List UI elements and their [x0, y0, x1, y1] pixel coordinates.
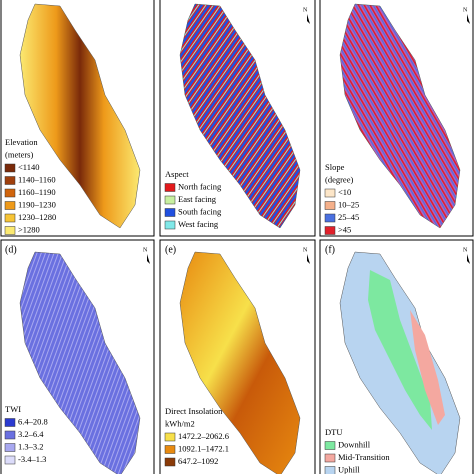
panel-label: (f) — [325, 244, 335, 255]
legend-swatch — [164, 208, 176, 217]
legend-swatch — [164, 183, 176, 192]
legend-swatch — [4, 163, 16, 173]
maps — [19, 3, 461, 474]
legend-label: 1230–1280 — [18, 212, 56, 222]
north-arrow — [147, 254, 150, 264]
map — [179, 3, 301, 229]
legend-title: Slope — [325, 162, 345, 172]
legend-label: 1.3–3.2 — [18, 441, 44, 451]
legend-swatch — [4, 430, 16, 440]
legend-label: <1140 — [18, 162, 39, 172]
legend-title: kWh/m2 — [165, 418, 195, 428]
legend-swatch — [4, 188, 16, 198]
legend-label: Mid-Transition — [338, 452, 390, 462]
legend-label: <10 — [338, 187, 351, 197]
legend-label: 1190–1230 — [18, 199, 56, 209]
legend-swatch — [164, 220, 176, 230]
legend-label: -3.4–1.3 — [18, 454, 46, 464]
legend-swatch — [4, 443, 16, 452]
legend-label: >1280 — [18, 224, 40, 234]
legend-label: Downhill — [338, 439, 371, 449]
legend-label: 25–45 — [338, 212, 359, 222]
legend-title: Aspect — [165, 169, 189, 179]
legend-label: 1472.2–2062.6 — [178, 431, 229, 441]
legend-swatch — [164, 457, 176, 467]
legend-title: DTU — [325, 427, 342, 437]
map — [339, 3, 461, 229]
legend-label: 10–25 — [338, 199, 359, 209]
legend-swatch — [4, 201, 16, 210]
legend-label: East facing — [178, 194, 217, 204]
legend-swatch — [324, 466, 336, 474]
legend-label: 1140–1160 — [18, 174, 56, 184]
north-arrow — [307, 254, 310, 264]
legend-title: Elevation — [5, 137, 38, 147]
legend-label: 1160–1190 — [18, 187, 56, 197]
legend-swatch — [164, 432, 176, 442]
legend-label: Uphill — [338, 464, 360, 474]
f-zones — [368, 270, 445, 430]
legend-label: 6.4–20.8 — [18, 416, 48, 426]
legend-title: TWI — [5, 404, 21, 414]
map — [19, 251, 141, 474]
legend-label: 647.2–1092 — [178, 456, 218, 466]
legend-label: West facing — [178, 219, 219, 229]
legend-title: (meters) — [5, 149, 33, 159]
map — [19, 3, 141, 229]
legend-swatch — [324, 213, 336, 223]
legend-swatch — [4, 418, 16, 427]
north-label: N — [303, 247, 308, 253]
legend-swatch — [4, 226, 16, 235]
legend-label: North facing — [178, 181, 222, 191]
legend-swatch — [4, 213, 16, 223]
legend-swatch — [324, 441, 336, 450]
north-arrow — [467, 14, 470, 24]
legend-swatch — [164, 195, 176, 205]
map — [179, 251, 301, 474]
legend-swatch — [164, 445, 176, 454]
north-label: N — [143, 247, 148, 253]
legend-label: South facing — [178, 206, 222, 216]
north-label: N — [463, 247, 468, 253]
legend-label: 1092.1–1472.1 — [178, 443, 229, 453]
north-label: N — [463, 7, 468, 13]
legend-swatch — [324, 188, 336, 198]
legend-swatch — [324, 453, 336, 463]
north-label: N — [303, 7, 308, 13]
legend-swatch — [4, 176, 16, 185]
panel-label: (e) — [165, 244, 176, 255]
north-arrow — [307, 14, 310, 24]
legend-swatch — [324, 201, 336, 210]
legend-title: Direct Insolation — [165, 406, 223, 416]
legend-label: >45 — [338, 224, 351, 234]
legend-swatch — [4, 455, 16, 465]
panel-label: (d) — [5, 244, 17, 255]
legend-label: 3.2–6.4 — [18, 429, 44, 439]
legend-title: (degree) — [325, 174, 353, 184]
north-arrow — [467, 254, 470, 264]
legend-swatch — [324, 226, 336, 235]
